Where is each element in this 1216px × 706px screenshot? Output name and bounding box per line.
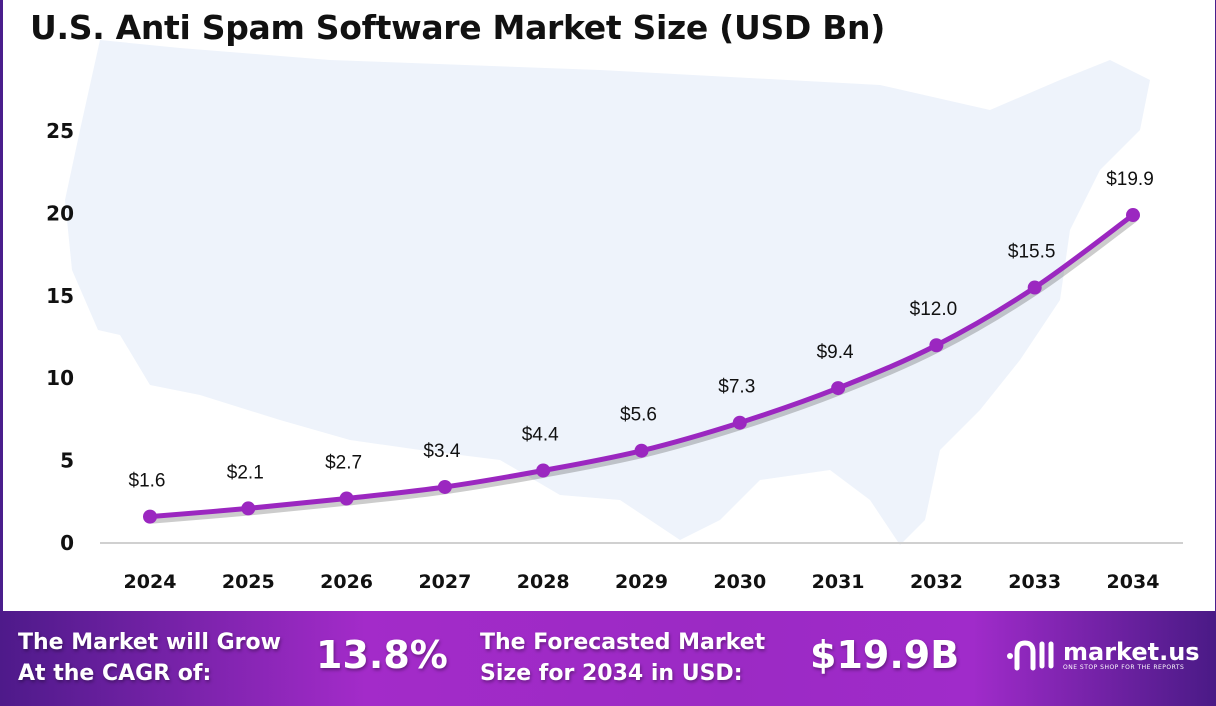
cagr-value: 13.8% bbox=[316, 633, 448, 677]
series-line bbox=[149, 213, 1135, 520]
data-label: $2.7 bbox=[325, 453, 362, 474]
chart-title: U.S. Anti Spam Software Market Size (USD… bbox=[30, 8, 886, 47]
x-tick-label: 2027 bbox=[418, 571, 471, 593]
data-point bbox=[143, 509, 157, 524]
logo-tagline: ONE STOP SHOP FOR THE REPORTS bbox=[1063, 663, 1185, 671]
data-point bbox=[1126, 208, 1140, 223]
x-tick-label: 2034 bbox=[1107, 571, 1160, 593]
data-point bbox=[929, 338, 944, 353]
forecast-label-line2: Size for 2034 in USD: bbox=[480, 661, 743, 686]
series-line-shadow bbox=[151, 216, 1137, 524]
data-point bbox=[241, 501, 256, 516]
data-label: $2.1 bbox=[227, 462, 264, 483]
data-point bbox=[536, 463, 551, 478]
x-tick-label: 2025 bbox=[222, 571, 275, 593]
forecast-value: $19.9B bbox=[810, 633, 960, 677]
market-us-logo-icon bbox=[1007, 640, 1054, 671]
y-tick-label: 15 bbox=[46, 284, 74, 308]
data-point bbox=[732, 415, 747, 430]
logo-name: market.us bbox=[1063, 637, 1200, 666]
data-label: $19.9 bbox=[1106, 169, 1154, 190]
forecast-label-line1: The Forecasted Market bbox=[480, 630, 766, 655]
x-tick-label: 2033 bbox=[1008, 571, 1061, 593]
x-tick-label: 2030 bbox=[713, 571, 766, 593]
x-tick-label: 2024 bbox=[124, 571, 177, 593]
cagr-label-line1: The Market will Grow bbox=[18, 630, 281, 655]
y-tick-label: 10 bbox=[46, 366, 74, 390]
data-label: $12.0 bbox=[910, 299, 958, 320]
data-label: $5.6 bbox=[620, 405, 657, 426]
data-point bbox=[831, 381, 846, 396]
data-point bbox=[339, 491, 354, 506]
y-tick-label: 25 bbox=[46, 119, 74, 143]
data-label: $9.4 bbox=[817, 342, 854, 363]
x-tick-label: 2028 bbox=[517, 571, 570, 593]
data-point bbox=[437, 479, 452, 494]
cagr-label-line2: At the CAGR of: bbox=[18, 661, 212, 686]
footer-banner: The Market will Grow At the CAGR of: 13.… bbox=[0, 611, 1216, 706]
data-label: $1.6 bbox=[129, 471, 166, 492]
y-tick-label: 0 bbox=[60, 531, 74, 555]
data-point bbox=[1027, 280, 1042, 295]
x-tick-label: 2031 bbox=[812, 571, 865, 593]
data-label: $3.4 bbox=[423, 441, 460, 462]
x-tick-label: 2032 bbox=[910, 571, 963, 593]
x-tick-label: 2029 bbox=[615, 571, 668, 593]
y-tick-label: 5 bbox=[60, 449, 74, 473]
us-map-background bbox=[65, 40, 1150, 545]
data-label: $7.3 bbox=[718, 377, 755, 398]
y-tick-label: 20 bbox=[46, 201, 74, 225]
data-point bbox=[634, 443, 649, 458]
data-label: $4.4 bbox=[522, 424, 559, 445]
market-us-logo: market.us ONE STOP SHOP FOR THE REPORTS bbox=[1005, 638, 1200, 672]
x-tick-label: 2026 bbox=[320, 571, 373, 593]
data-label: $15.5 bbox=[1008, 242, 1056, 263]
